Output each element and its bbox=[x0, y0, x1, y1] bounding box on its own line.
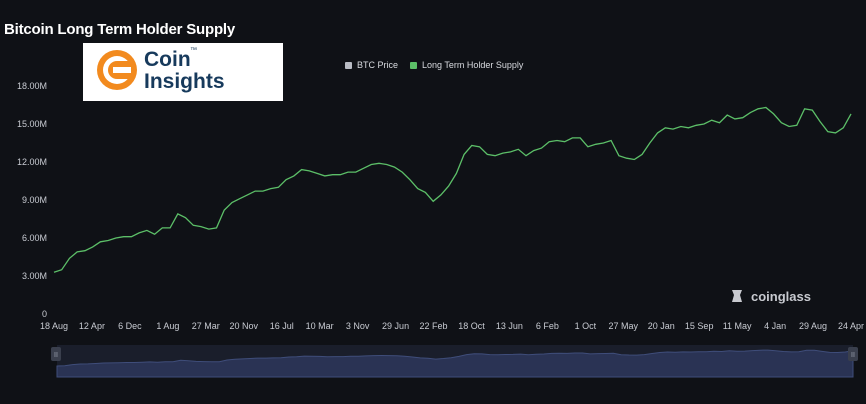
trademark-symbol: ™ bbox=[190, 47, 197, 54]
legend-item-btc-price[interactable]: BTC Price bbox=[345, 60, 398, 70]
coinglass-watermark: coinglass bbox=[728, 287, 811, 305]
y-tick-label: 12.00M bbox=[17, 157, 47, 167]
svg-text:II: II bbox=[54, 352, 58, 359]
y-tick-label: 3.00M bbox=[22, 271, 47, 281]
x-tick-label: 18 Aug bbox=[40, 321, 68, 331]
coin-insights-logo-mark bbox=[97, 50, 137, 90]
x-tick-label: 20 Nov bbox=[229, 321, 258, 331]
y-tick-label: 6.00M bbox=[22, 233, 47, 243]
x-tick-label: 10 Mar bbox=[306, 321, 334, 331]
legend-label-lth-supply: Long Term Holder Supply bbox=[422, 60, 524, 70]
range-navigator[interactable]: II II bbox=[51, 345, 858, 378]
coinglass-icon bbox=[732, 290, 742, 302]
navigator-area bbox=[56, 349, 854, 378]
x-tick-label: 15 Sep bbox=[685, 321, 714, 331]
x-tick-label: 6 Feb bbox=[536, 321, 559, 331]
x-tick-label: 27 May bbox=[609, 321, 639, 331]
x-tick-label: 11 May bbox=[723, 321, 752, 331]
x-tick-label: 18 Oct bbox=[458, 321, 485, 331]
navigator-handle-right[interactable]: II bbox=[848, 347, 858, 361]
legend-label-btc-price: BTC Price bbox=[357, 60, 399, 70]
x-tick-label: 16 Jul bbox=[270, 321, 294, 331]
y-tick-label: 0 bbox=[42, 309, 47, 319]
svg-text:II: II bbox=[851, 352, 855, 359]
y-tick-label: 9.00M bbox=[22, 195, 47, 205]
x-tick-label: 4 Jan bbox=[764, 321, 786, 331]
x-tick-label: 24 Apr bbox=[838, 321, 864, 331]
x-tick-label: 1 Aug bbox=[156, 321, 179, 331]
x-tick-label: 1 Oct bbox=[575, 321, 597, 331]
x-tick-label: 29 Aug bbox=[799, 321, 827, 331]
x-tick-label: 27 Mar bbox=[192, 321, 220, 331]
legend-swatch-lth-supply bbox=[410, 61, 418, 69]
y-axis: 0 3.00M 6.00M 9.00M 12.00M 15.00M 18.00M bbox=[17, 81, 47, 319]
legend-item-lth-supply[interactable]: Long Term Holder Supply bbox=[410, 60, 523, 70]
coin-insights-wordmark: Coin Insights bbox=[144, 48, 225, 93]
navigator-handle-left[interactable]: II bbox=[51, 347, 61, 361]
coin-insights-logo: Coin Insights ™ bbox=[83, 43, 283, 101]
y-tick-label: 15.00M bbox=[17, 119, 47, 129]
x-axis: 18 Aug 12 Apr 6 Dec 1 Aug 27 Mar 20 Nov 16 Jul… bbox=[40, 321, 864, 331]
x-tick-label: 20 Jan bbox=[648, 321, 675, 331]
x-tick-label: 3 Nov bbox=[346, 321, 370, 331]
x-tick-label: 6 Dec bbox=[118, 321, 142, 331]
y-tick-label: 18.00M bbox=[17, 81, 47, 91]
x-tick-label: 13 Jun bbox=[496, 321, 523, 331]
x-tick-label: 22 Feb bbox=[420, 321, 448, 331]
series-line-long-term-holder-supply[interactable] bbox=[53, 106, 852, 273]
chart-legend: BTC Price Long Term Holder Supply bbox=[345, 60, 523, 70]
x-tick-label: 12 Apr bbox=[79, 321, 105, 331]
chart-title: Bitcoin Long Term Holder Supply bbox=[4, 21, 236, 38]
legend-swatch-btc-price bbox=[345, 61, 352, 69]
x-tick-label: 29 Jun bbox=[382, 321, 409, 331]
